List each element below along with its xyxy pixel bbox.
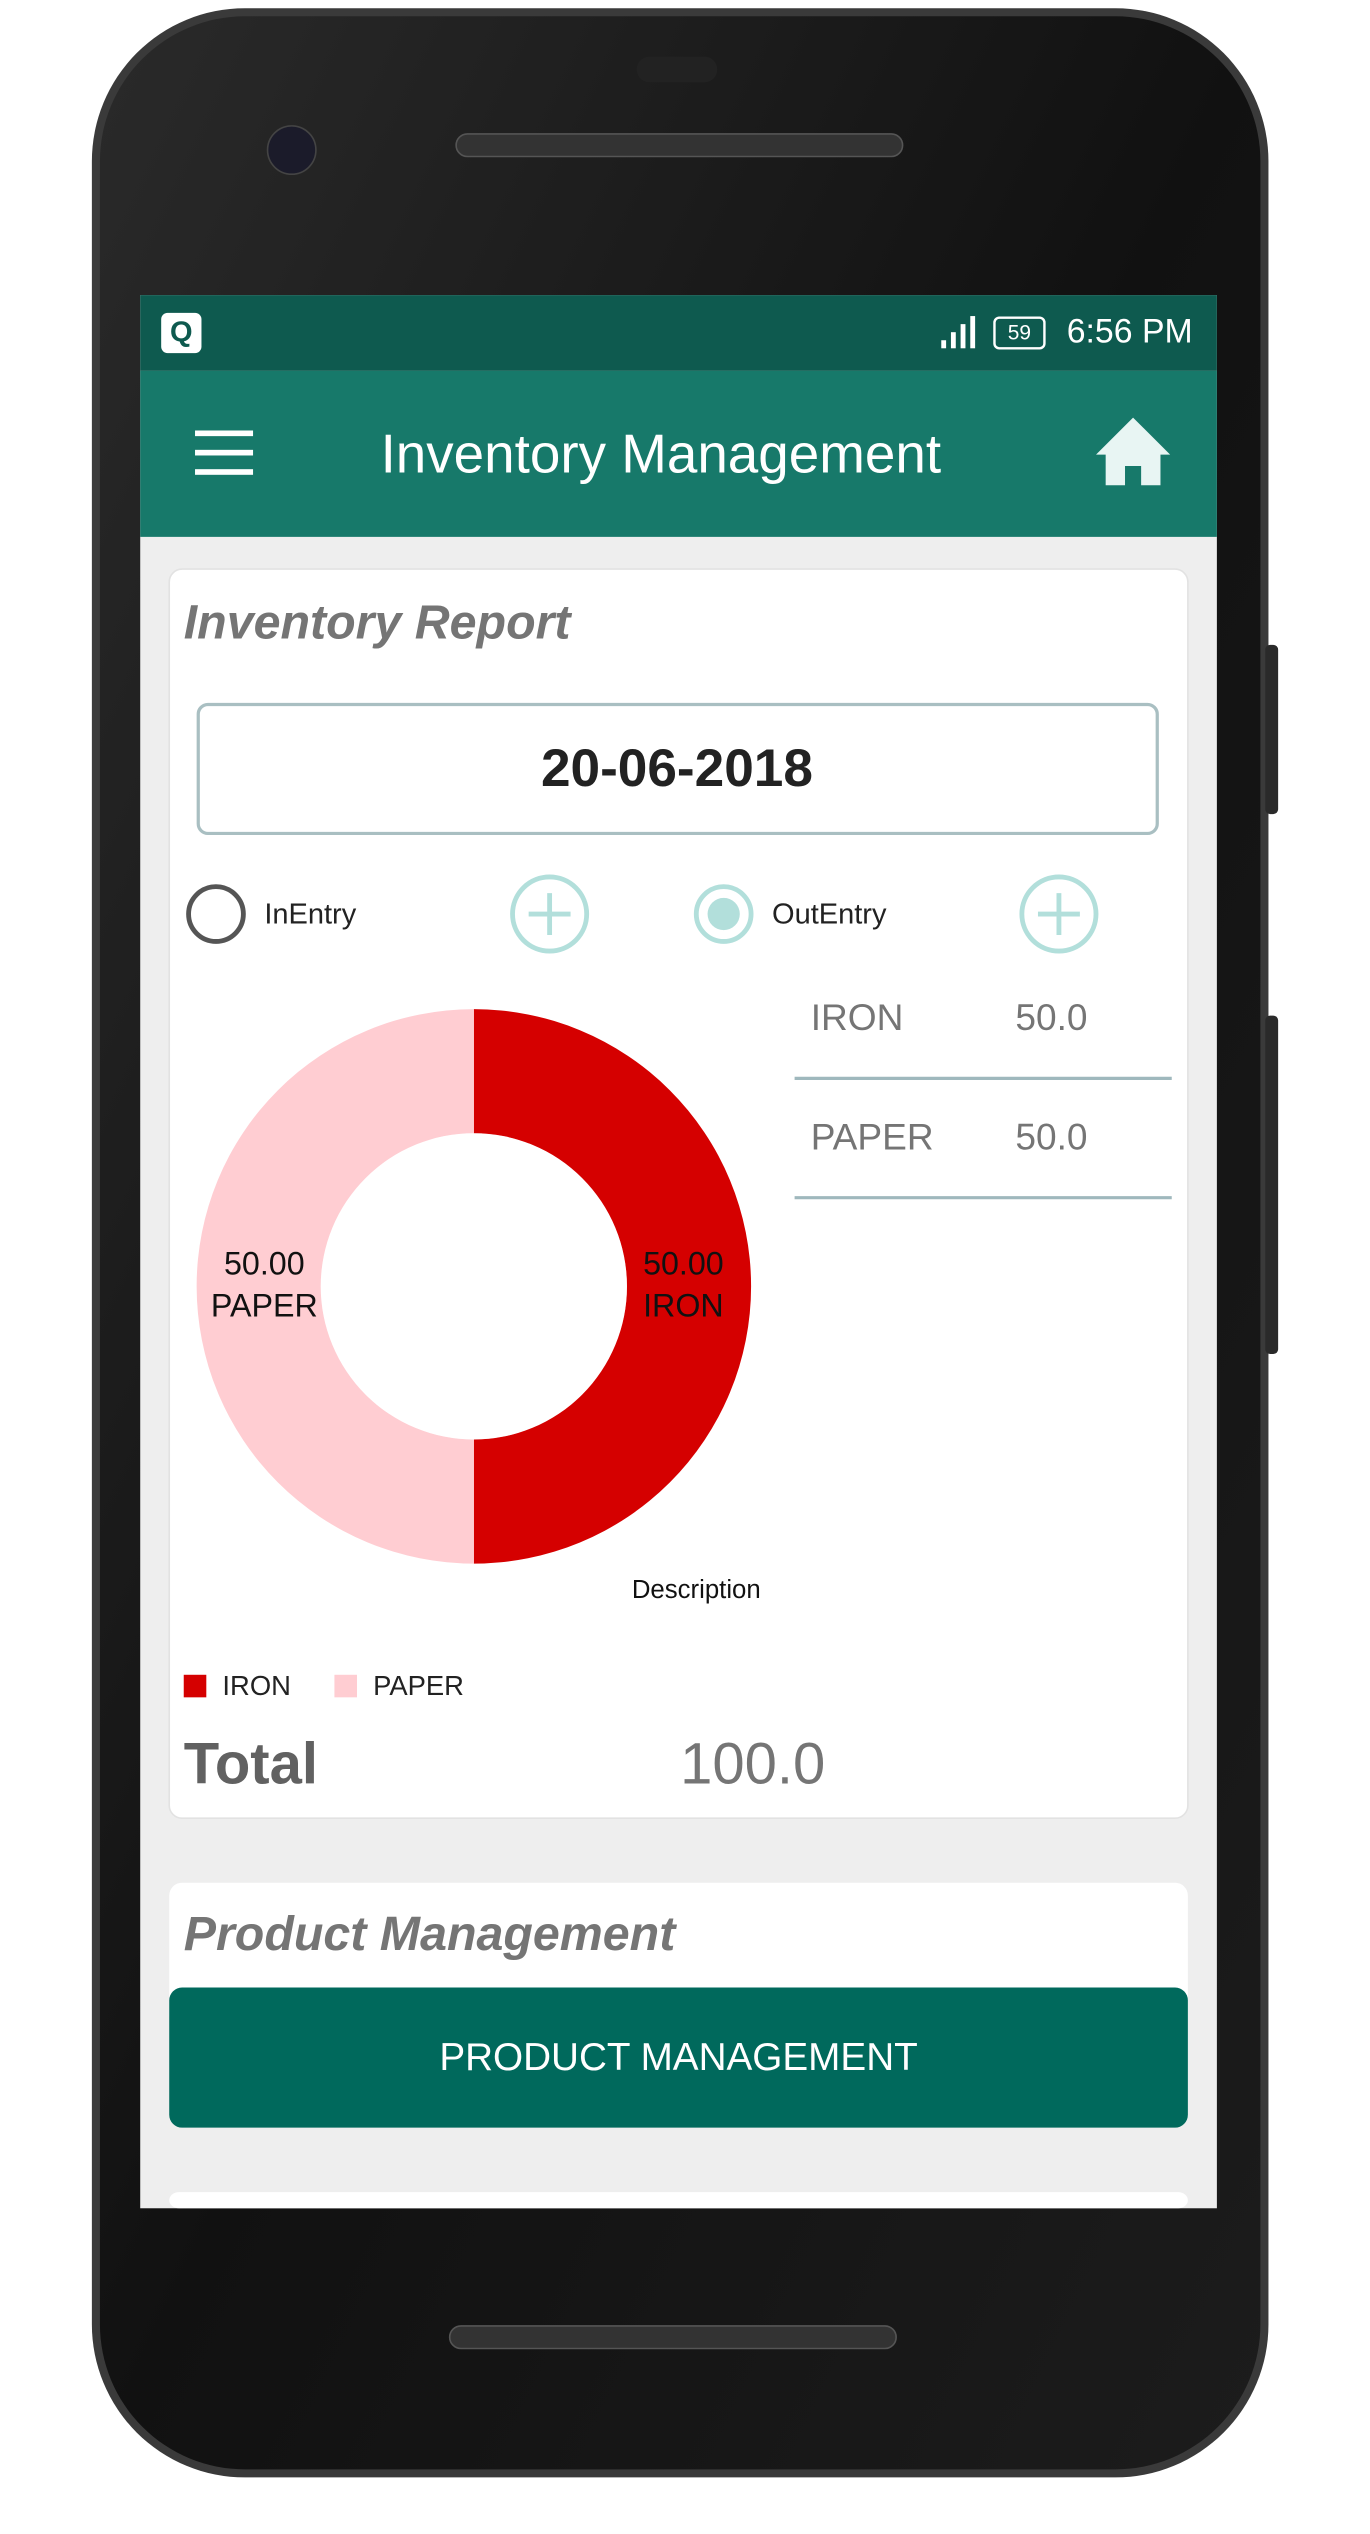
speaker xyxy=(448,2325,897,2350)
legend: IRON PAPER xyxy=(183,1670,464,1701)
next-card xyxy=(169,2192,1188,2209)
slice-name: PAPER xyxy=(211,1287,318,1323)
sensor xyxy=(636,56,718,83)
slice-label: 50.00 PAPER xyxy=(211,1245,318,1323)
chart-description: Description xyxy=(632,1576,761,1604)
legend-swatch xyxy=(334,1674,357,1698)
slice-name: IRON xyxy=(643,1287,724,1323)
radio-button[interactable] xyxy=(186,884,246,944)
pie-slice xyxy=(473,1009,752,1564)
add-icon xyxy=(1037,893,1080,935)
donut-hole xyxy=(336,1149,611,1424)
radio-label: InEntry xyxy=(264,898,356,930)
slice-value: 50.00 xyxy=(224,1245,305,1281)
side-button xyxy=(1265,1015,1279,1355)
battery-level: 59 xyxy=(1008,321,1031,344)
summary-table: IRON 50.0 PAPER 50.0 xyxy=(794,996,1172,1200)
camera xyxy=(266,125,317,176)
legend-label: IRON xyxy=(222,1670,290,1701)
radio-label: OutEntry xyxy=(772,898,887,930)
radio-dot xyxy=(707,897,740,931)
home-button[interactable] xyxy=(1096,417,1171,486)
button-label: PRODUCT MANAGEMENT xyxy=(439,2036,917,2079)
total-value: 100.0 xyxy=(680,1732,825,1797)
speaker xyxy=(455,133,904,158)
pie-chart: 50.00 IRON 50.00 PAPER xyxy=(196,1009,752,1564)
date-text: 20-06-2018 xyxy=(541,739,813,798)
menu-button[interactable] xyxy=(195,430,254,475)
row-value: 50.0 xyxy=(1015,996,1087,1038)
app-title: Inventory Management xyxy=(381,422,941,484)
add-icon xyxy=(528,893,571,935)
status-bar xyxy=(140,295,1217,371)
battery-icon xyxy=(993,316,1046,350)
notification-icon xyxy=(161,312,202,354)
slice-value: 50.00 xyxy=(643,1245,724,1281)
legend-swatch xyxy=(183,1674,207,1698)
radio-button[interactable] xyxy=(693,884,754,944)
row-name: PAPER xyxy=(811,1115,934,1157)
add-button[interactable] xyxy=(1019,874,1099,954)
legend-label: PAPER xyxy=(373,1670,464,1701)
slice-label: 50.00 IRON xyxy=(643,1245,724,1323)
row-name: IRON xyxy=(811,996,904,1038)
card-title: Inventory Report xyxy=(184,595,573,649)
signal-icon xyxy=(941,316,976,349)
row-value: 50.0 xyxy=(1015,1115,1087,1157)
entry-options: InEntry OutEntry xyxy=(186,874,1099,954)
add-button[interactable] xyxy=(510,874,590,954)
notification-text: Q xyxy=(170,316,193,348)
pie-slice xyxy=(196,1009,474,1564)
app-bar xyxy=(140,370,1217,537)
card-title: Product Management xyxy=(184,1907,677,1961)
product-management-button[interactable] xyxy=(169,1987,1188,2128)
total-label: Total xyxy=(184,1732,318,1797)
date-field[interactable] xyxy=(196,702,1159,836)
clock: 6:56 PM xyxy=(1067,313,1193,351)
side-button xyxy=(1265,644,1279,815)
